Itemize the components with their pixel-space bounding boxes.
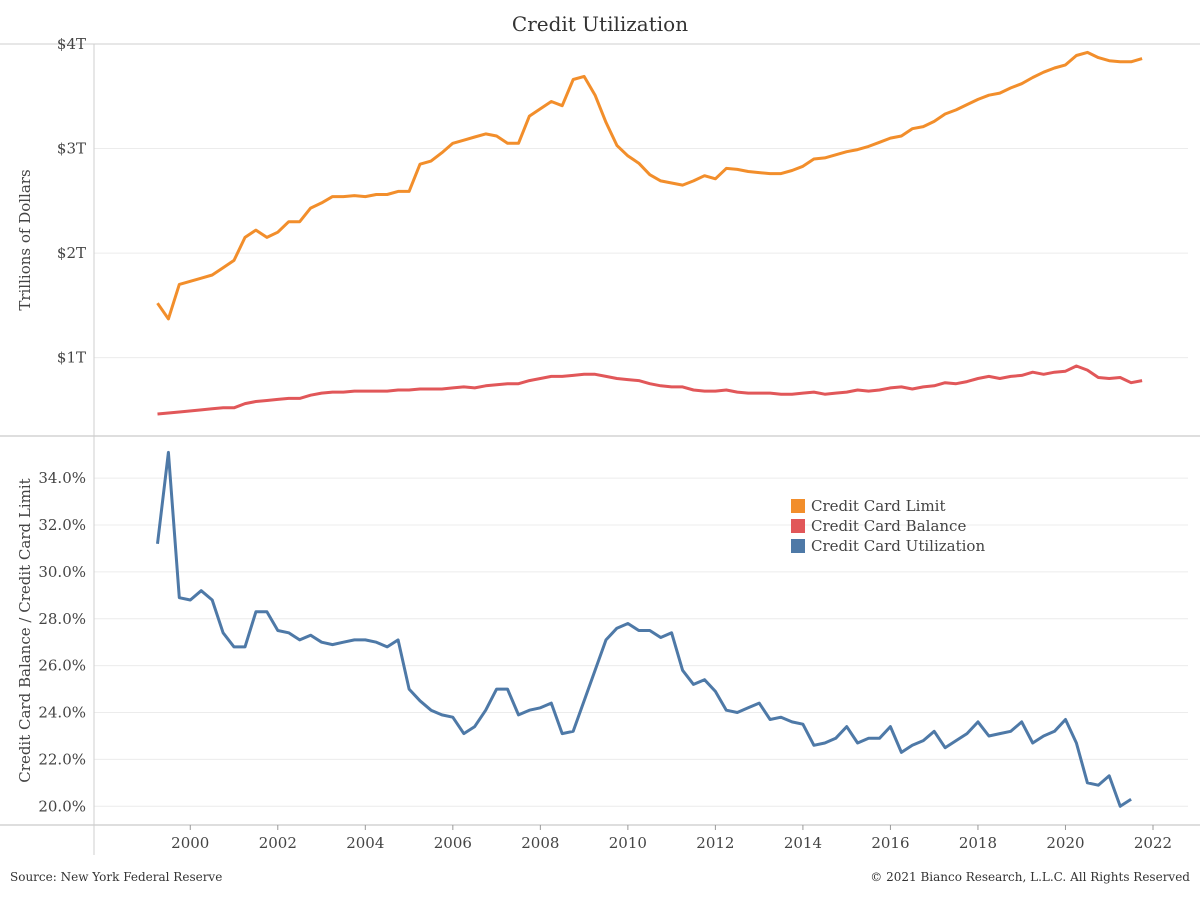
y-tick-label-upper: $1T <box>57 349 86 367</box>
copyright-note: © 2021 Bianco Research, L.L.C. All Right… <box>870 870 1190 884</box>
x-tick-label: 2012 <box>696 834 734 852</box>
x-tick-label: 2004 <box>346 834 384 852</box>
x-tick-label: 2018 <box>959 834 997 852</box>
x-tick-label: 2002 <box>259 834 297 852</box>
y-tick-label-lower: 30.0% <box>38 563 86 581</box>
x-tick-label: 2016 <box>871 834 909 852</box>
y-tick-label-upper: $3T <box>57 140 86 158</box>
series-line-credit-card-limit <box>156 50 1143 321</box>
y-axis-title-upper: Trillions of Dollars <box>16 169 34 310</box>
legend-swatch <box>791 539 805 553</box>
legend-label: Credit Card Utilization <box>811 537 985 555</box>
y-tick-label-lower: 22.0% <box>38 750 86 768</box>
legend-label: Credit Card Balance <box>811 517 966 535</box>
x-tick-label: 2000 <box>171 834 209 852</box>
x-tick-label: 2014 <box>784 834 822 852</box>
legend-swatch <box>791 499 805 513</box>
x-tick-label: 2022 <box>1134 834 1172 852</box>
legend-swatch <box>791 519 805 533</box>
y-axis-title-lower: Credit Card Balance / Credit Card Limit <box>16 478 34 782</box>
y-tick-label-lower: 34.0% <box>38 469 86 487</box>
y-tick-label-lower: 24.0% <box>38 704 86 722</box>
series-line-credit-card-utilization <box>156 450 1132 808</box>
y-tick-label-lower: 28.0% <box>38 610 86 628</box>
x-tick-label: 2008 <box>521 834 559 852</box>
y-tick-label-upper: $2T <box>57 244 86 262</box>
y-tick-label-upper: $4T <box>57 35 86 53</box>
x-tick-label: 2006 <box>434 834 472 852</box>
y-tick-label-lower: 32.0% <box>38 516 86 534</box>
x-tick-label: 2010 <box>609 834 647 852</box>
y-tick-label-lower: 26.0% <box>38 657 86 675</box>
y-tick-label-lower: 20.0% <box>38 797 86 815</box>
source-note: Source: New York Federal Reserve <box>10 870 223 884</box>
legend-label: Credit Card Limit <box>811 497 946 515</box>
chart-title: Credit Utilization <box>511 12 689 36</box>
x-tick-label: 2020 <box>1046 834 1084 852</box>
series-line-credit-card-balance <box>157 364 1143 416</box>
